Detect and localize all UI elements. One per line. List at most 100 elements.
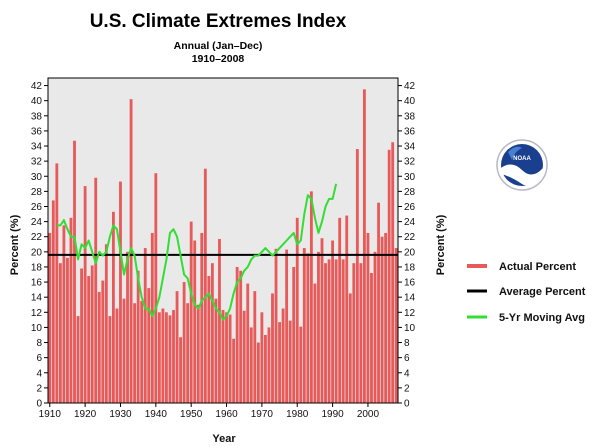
bar-1978: [288, 320, 292, 403]
x-tick-label-1910: 1910: [39, 409, 62, 420]
bar-2003: [377, 202, 380, 403]
y-tick-label-right-10: 10: [404, 323, 416, 334]
y-tick-label-left-38: 38: [31, 111, 43, 122]
bar-1951: [193, 240, 197, 403]
bar-1996: [352, 263, 356, 403]
chart-subtitle-period: Annual (Jan–Dec): [174, 40, 263, 52]
bar-1989: [327, 259, 331, 403]
y-tick-label-left-26: 26: [31, 202, 43, 213]
bar-1925: [101, 280, 105, 403]
bar-1969: [256, 342, 260, 403]
bar-1984: [309, 191, 313, 403]
chart-subtitle-years: 1910–2008: [192, 53, 245, 65]
y-tick-label-right-36: 36: [404, 126, 416, 137]
bar-2001: [370, 273, 373, 403]
bar-1972: [267, 327, 271, 403]
y-tick-label-right-34: 34: [404, 142, 416, 153]
bar-1935: [136, 270, 140, 403]
y-tick-label-right-40: 40: [404, 96, 416, 107]
bar-1970: [260, 312, 264, 403]
bar-1994: [345, 215, 349, 403]
bar-1922: [90, 265, 94, 403]
bar-1938: [147, 288, 151, 403]
plot-frame: [47, 77, 399, 404]
y-tick-label-right-20: 20: [404, 247, 416, 258]
y-tick-label-right-24: 24: [404, 217, 416, 228]
bar-2000: [366, 232, 370, 403]
y-tick-label-right-8: 8: [404, 338, 410, 349]
bar-1980: [295, 217, 299, 403]
bar-1950: [189, 221, 193, 403]
bar-1921: [87, 276, 91, 403]
x-tick-label-1950: 1950: [180, 409, 203, 420]
bar-1910: [48, 232, 52, 403]
legend-label-2: 5-Yr Moving Avg: [499, 312, 585, 324]
bar-1942: [161, 308, 165, 403]
bar-1914: [62, 225, 66, 403]
bar-1944: [168, 315, 172, 403]
bar-1915: [66, 257, 69, 403]
bar-1947: [179, 337, 182, 403]
bar-1976: [281, 308, 285, 403]
y-tick-label-left-40: 40: [31, 96, 43, 107]
bar-2002: [373, 251, 377, 403]
bar-1968: [253, 291, 257, 403]
bar-2006: [387, 149, 391, 403]
bar-1962: [232, 338, 236, 403]
bar-1961: [228, 314, 232, 403]
bar-1945: [172, 310, 175, 403]
bar-1963: [235, 266, 239, 403]
bar-1973: [271, 293, 274, 403]
x-tick-label-1960: 1960: [215, 409, 238, 420]
y-tick-label-right-18: 18: [404, 262, 416, 273]
bar-1982: [302, 248, 306, 403]
bar-1957: [214, 298, 218, 403]
x-axis-label: Year: [212, 433, 236, 445]
y-tick-label-right-38: 38: [404, 111, 416, 122]
y-tick-label-left-42: 42: [31, 81, 43, 92]
bar-1995: [348, 293, 352, 403]
x-tick-label-1920: 1920: [74, 409, 97, 420]
bar-1929: [115, 308, 119, 403]
bar-1993: [341, 259, 345, 403]
bar-1992: [338, 217, 342, 403]
bar-1956: [210, 263, 214, 403]
y-tick-label-left-34: 34: [31, 142, 43, 153]
bar-1952: [196, 304, 200, 403]
bar-1937: [143, 248, 147, 403]
bar-1988: [324, 263, 327, 403]
bar-1987: [320, 238, 324, 403]
bar-2007: [391, 142, 395, 404]
bar-1959: [221, 310, 225, 403]
bar-1912: [55, 163, 59, 403]
y-tick-label-left-36: 36: [31, 126, 43, 137]
y-tick-label-right-14: 14: [404, 293, 416, 304]
y-tick-label-left-22: 22: [31, 232, 43, 243]
bar-1986: [317, 251, 320, 403]
y-tick-label-left-10: 10: [31, 323, 43, 334]
y-tick-label-right-4: 4: [404, 368, 410, 379]
y-tick-label-left-4: 4: [36, 368, 42, 379]
bar-1932: [126, 251, 129, 403]
y-tick-label-left-14: 14: [31, 293, 43, 304]
bar-1975: [278, 322, 281, 403]
bar-1955: [207, 276, 211, 403]
bar-1985: [313, 283, 317, 403]
y-tick-label-left-28: 28: [31, 187, 43, 198]
bar-1967: [249, 327, 253, 403]
x-tick-label-2000: 2000: [357, 409, 380, 420]
bar-1930: [119, 181, 122, 403]
legend-label-1: Average Percent: [499, 286, 586, 298]
bar-1919: [80, 268, 83, 403]
moving-average-line: [56, 183, 338, 321]
x-tick-label-1980: 1980: [286, 409, 309, 420]
bar-1943: [165, 312, 168, 403]
bar-1979: [292, 266, 296, 403]
bar-1960: [225, 312, 228, 403]
bar-1928: [111, 211, 115, 403]
bar-2008: [394, 248, 398, 403]
y-tick-label-left-30: 30: [31, 172, 43, 183]
bar-1949: [186, 303, 190, 403]
y-tick-label-left-32: 32: [31, 157, 43, 168]
bar-1983: [306, 253, 310, 403]
